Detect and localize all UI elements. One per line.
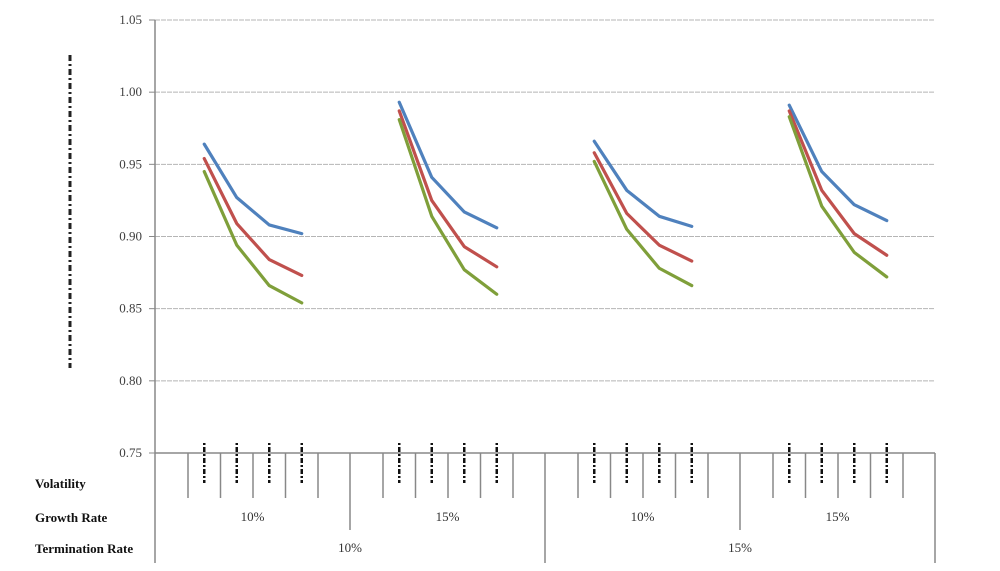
row-label-growth-rate: Growth Rate <box>35 510 108 525</box>
row-label-termination-rate: Termination Rate <box>35 541 134 556</box>
termination-rate-label: 15% <box>728 540 752 555</box>
termination-rate-label: 10% <box>338 540 362 555</box>
y-tick-label: 0.80 <box>119 373 142 388</box>
series-line <box>592 139 694 228</box>
y-tick-label: 1.00 <box>119 84 142 99</box>
y-axis: 0.75 0.80 0.85 0.90 0.95 1.00 1.05 <box>119 12 156 563</box>
y-tick-label: 1.05 <box>119 12 142 27</box>
series-line <box>592 159 694 288</box>
series-line <box>787 109 889 257</box>
series-line <box>787 115 889 279</box>
y-tick-label: 0.90 <box>119 229 142 244</box>
series-line <box>202 169 304 305</box>
series-line <box>397 109 499 269</box>
y-tick-label: 0.85 <box>119 301 142 316</box>
growth-rate-label: 15% <box>436 509 460 524</box>
growth-rate-label: 10% <box>241 509 265 524</box>
growth-rate-label: 15% <box>826 509 850 524</box>
x-axis: 10% 15% 10% 15% 10% 15% <box>155 443 936 563</box>
series-line <box>397 117 499 296</box>
series-line <box>787 103 889 223</box>
gridlines <box>155 19 935 382</box>
series-line <box>592 151 694 263</box>
row-label-volatility: Volatility <box>35 476 86 491</box>
series-line <box>202 156 304 278</box>
growth-rate-label: 10% <box>631 509 655 524</box>
y-tick-label: 0.95 <box>119 156 142 171</box>
series-line <box>202 142 304 236</box>
series-line <box>397 100 499 230</box>
data-series <box>202 100 889 305</box>
y-tick-label: 0.75 <box>119 445 142 460</box>
